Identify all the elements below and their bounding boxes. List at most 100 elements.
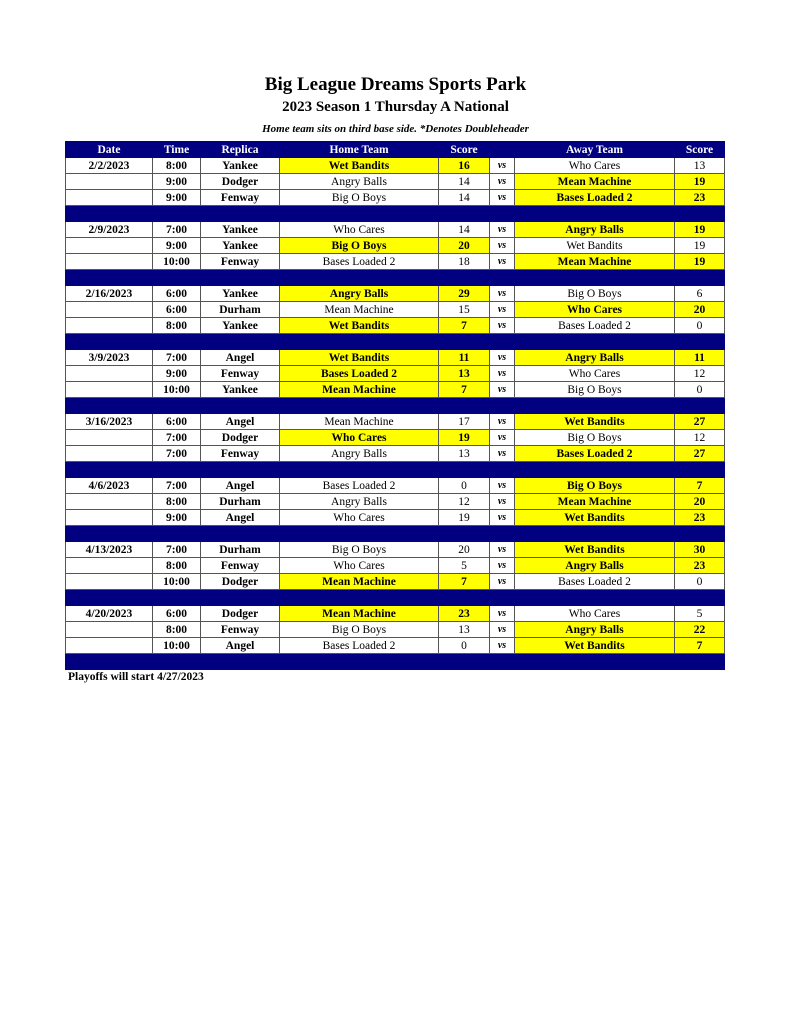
vs-cell: vs: [489, 301, 515, 318]
away-team-cell: Angry Balls: [514, 557, 675, 574]
time-cell: 10:00: [152, 253, 201, 270]
vs-cell: vs: [489, 317, 515, 334]
separator-cell: [674, 269, 725, 286]
away-score-cell: 19: [674, 173, 725, 190]
separator-cell: [438, 461, 490, 478]
home-score-cell: 17: [438, 413, 490, 430]
date-cell: 3/9/2023: [65, 349, 153, 366]
vs-cell: vs: [489, 413, 515, 430]
time-cell: 8:00: [152, 557, 201, 574]
separator-cell: [674, 205, 725, 222]
away-team-cell: Angry Balls: [514, 349, 675, 366]
home-score-cell: 14: [438, 189, 490, 206]
away-team-cell: Bases Loaded 2: [514, 445, 675, 462]
separator-row: [65, 525, 725, 542]
home-team-cell: Who Cares: [279, 509, 439, 526]
date-cell: [65, 429, 153, 446]
away-team-cell: Bases Loaded 2: [514, 317, 675, 334]
separator-cell: [438, 525, 490, 542]
home-score-cell: 20: [438, 237, 490, 254]
separator-cell: [674, 333, 725, 350]
home-team-cell: Angry Balls: [279, 445, 439, 462]
home-score-cell: 12: [438, 493, 490, 510]
vs-cell: vs: [489, 237, 515, 254]
date-cell: [65, 557, 153, 574]
separator-cell: [489, 269, 515, 286]
game-row: 4/13/2023 7:00 Durham Big O Boys 20 vs Wet Ban…: [65, 541, 725, 558]
date-cell: [65, 509, 153, 526]
away-score-cell: 23: [674, 509, 725, 526]
separator-cell: [200, 333, 280, 350]
separator-cell: [438, 205, 490, 222]
time-cell: 8:00: [152, 317, 201, 334]
separator-cell: [65, 269, 153, 286]
away-team-cell: Mean Machine: [514, 173, 675, 190]
away-score-cell: 12: [674, 365, 725, 382]
vs-cell: vs: [489, 429, 515, 446]
time-cell: 7:00: [152, 541, 201, 558]
home-score-cell: 19: [438, 509, 490, 526]
date-cell: 4/20/2023: [65, 605, 153, 622]
replica-cell: Yankee: [200, 221, 280, 238]
game-row: 2/16/2023 6:00 Yankee Angry Balls 29 vs Big O …: [65, 285, 725, 302]
separator-cell: [514, 653, 675, 670]
home-score-cell: 5: [438, 557, 490, 574]
replica-cell: Durham: [200, 493, 280, 510]
away-team-cell: Big O Boys: [514, 381, 675, 398]
home-team-cell: Angry Balls: [279, 285, 439, 302]
away-score-cell: 0: [674, 573, 725, 590]
away-score-cell: 7: [674, 637, 725, 654]
away-score-cell: 23: [674, 557, 725, 574]
home-team-cell: Wet Bandits: [279, 157, 439, 174]
game-row: 6:00 Durham Mean Machine 15 vs Who Cares 20: [65, 301, 725, 318]
away-team-cell: Wet Bandits: [514, 413, 675, 430]
game-row: 9:00 Angel Who Cares 19 vs Wet Bandits 23: [65, 509, 725, 526]
home-score-cell: 0: [438, 477, 490, 494]
time-cell: 7:00: [152, 429, 201, 446]
home-score-cell: 15: [438, 301, 490, 318]
home-score-cell: 7: [438, 381, 490, 398]
time-cell: 9:00: [152, 173, 201, 190]
home-score-cell: 13: [438, 621, 490, 638]
away-score-cell: 13: [674, 157, 725, 174]
away-team-cell: Big O Boys: [514, 429, 675, 446]
time-cell: 8:00: [152, 493, 201, 510]
replica-cell: Angel: [200, 477, 280, 494]
separator-cell: [489, 397, 515, 414]
date-cell: [65, 317, 153, 334]
time-cell: 9:00: [152, 237, 201, 254]
game-row: 9:00 Dodger Angry Balls 14 vs Mean Machine 19: [65, 173, 725, 190]
away-score-cell: 23: [674, 189, 725, 206]
game-row: 8:00 Fenway Big O Boys 13 vs Angry Balls 22: [65, 621, 725, 638]
separator-cell: [152, 461, 201, 478]
separator-cell: [514, 205, 675, 222]
replica-cell: Angel: [200, 509, 280, 526]
separator-row: [65, 269, 725, 286]
vs-cell: vs: [489, 189, 515, 206]
vs-cell: vs: [489, 493, 515, 510]
header-away-score: Score: [674, 141, 725, 158]
vs-cell: vs: [489, 605, 515, 622]
vs-cell: vs: [489, 157, 515, 174]
separator-cell: [438, 589, 490, 606]
home-team-cell: Mean Machine: [279, 413, 439, 430]
vs-cell: vs: [489, 381, 515, 398]
separator-cell: [438, 653, 490, 670]
vs-cell: vs: [489, 557, 515, 574]
header-home-score: Score: [438, 141, 490, 158]
game-row: 10:00 Yankee Mean Machine 7 vs Big O Boys 0: [65, 381, 725, 398]
separator-row: [65, 461, 725, 478]
game-row: 9:00 Fenway Bases Loaded 2 13 vs Who Cares 12: [65, 365, 725, 382]
vs-cell: vs: [489, 221, 515, 238]
time-cell: 10:00: [152, 637, 201, 654]
replica-cell: Yankee: [200, 317, 280, 334]
date-cell: [65, 493, 153, 510]
separator-cell: [514, 525, 675, 542]
home-score-cell: 18: [438, 253, 490, 270]
away-team-cell: Who Cares: [514, 301, 675, 318]
separator-row: [65, 653, 725, 670]
home-score-cell: 13: [438, 445, 490, 462]
date-cell: [65, 381, 153, 398]
game-row: 10:00 Angel Bases Loaded 2 0 vs Wet Bandits 7: [65, 637, 725, 654]
